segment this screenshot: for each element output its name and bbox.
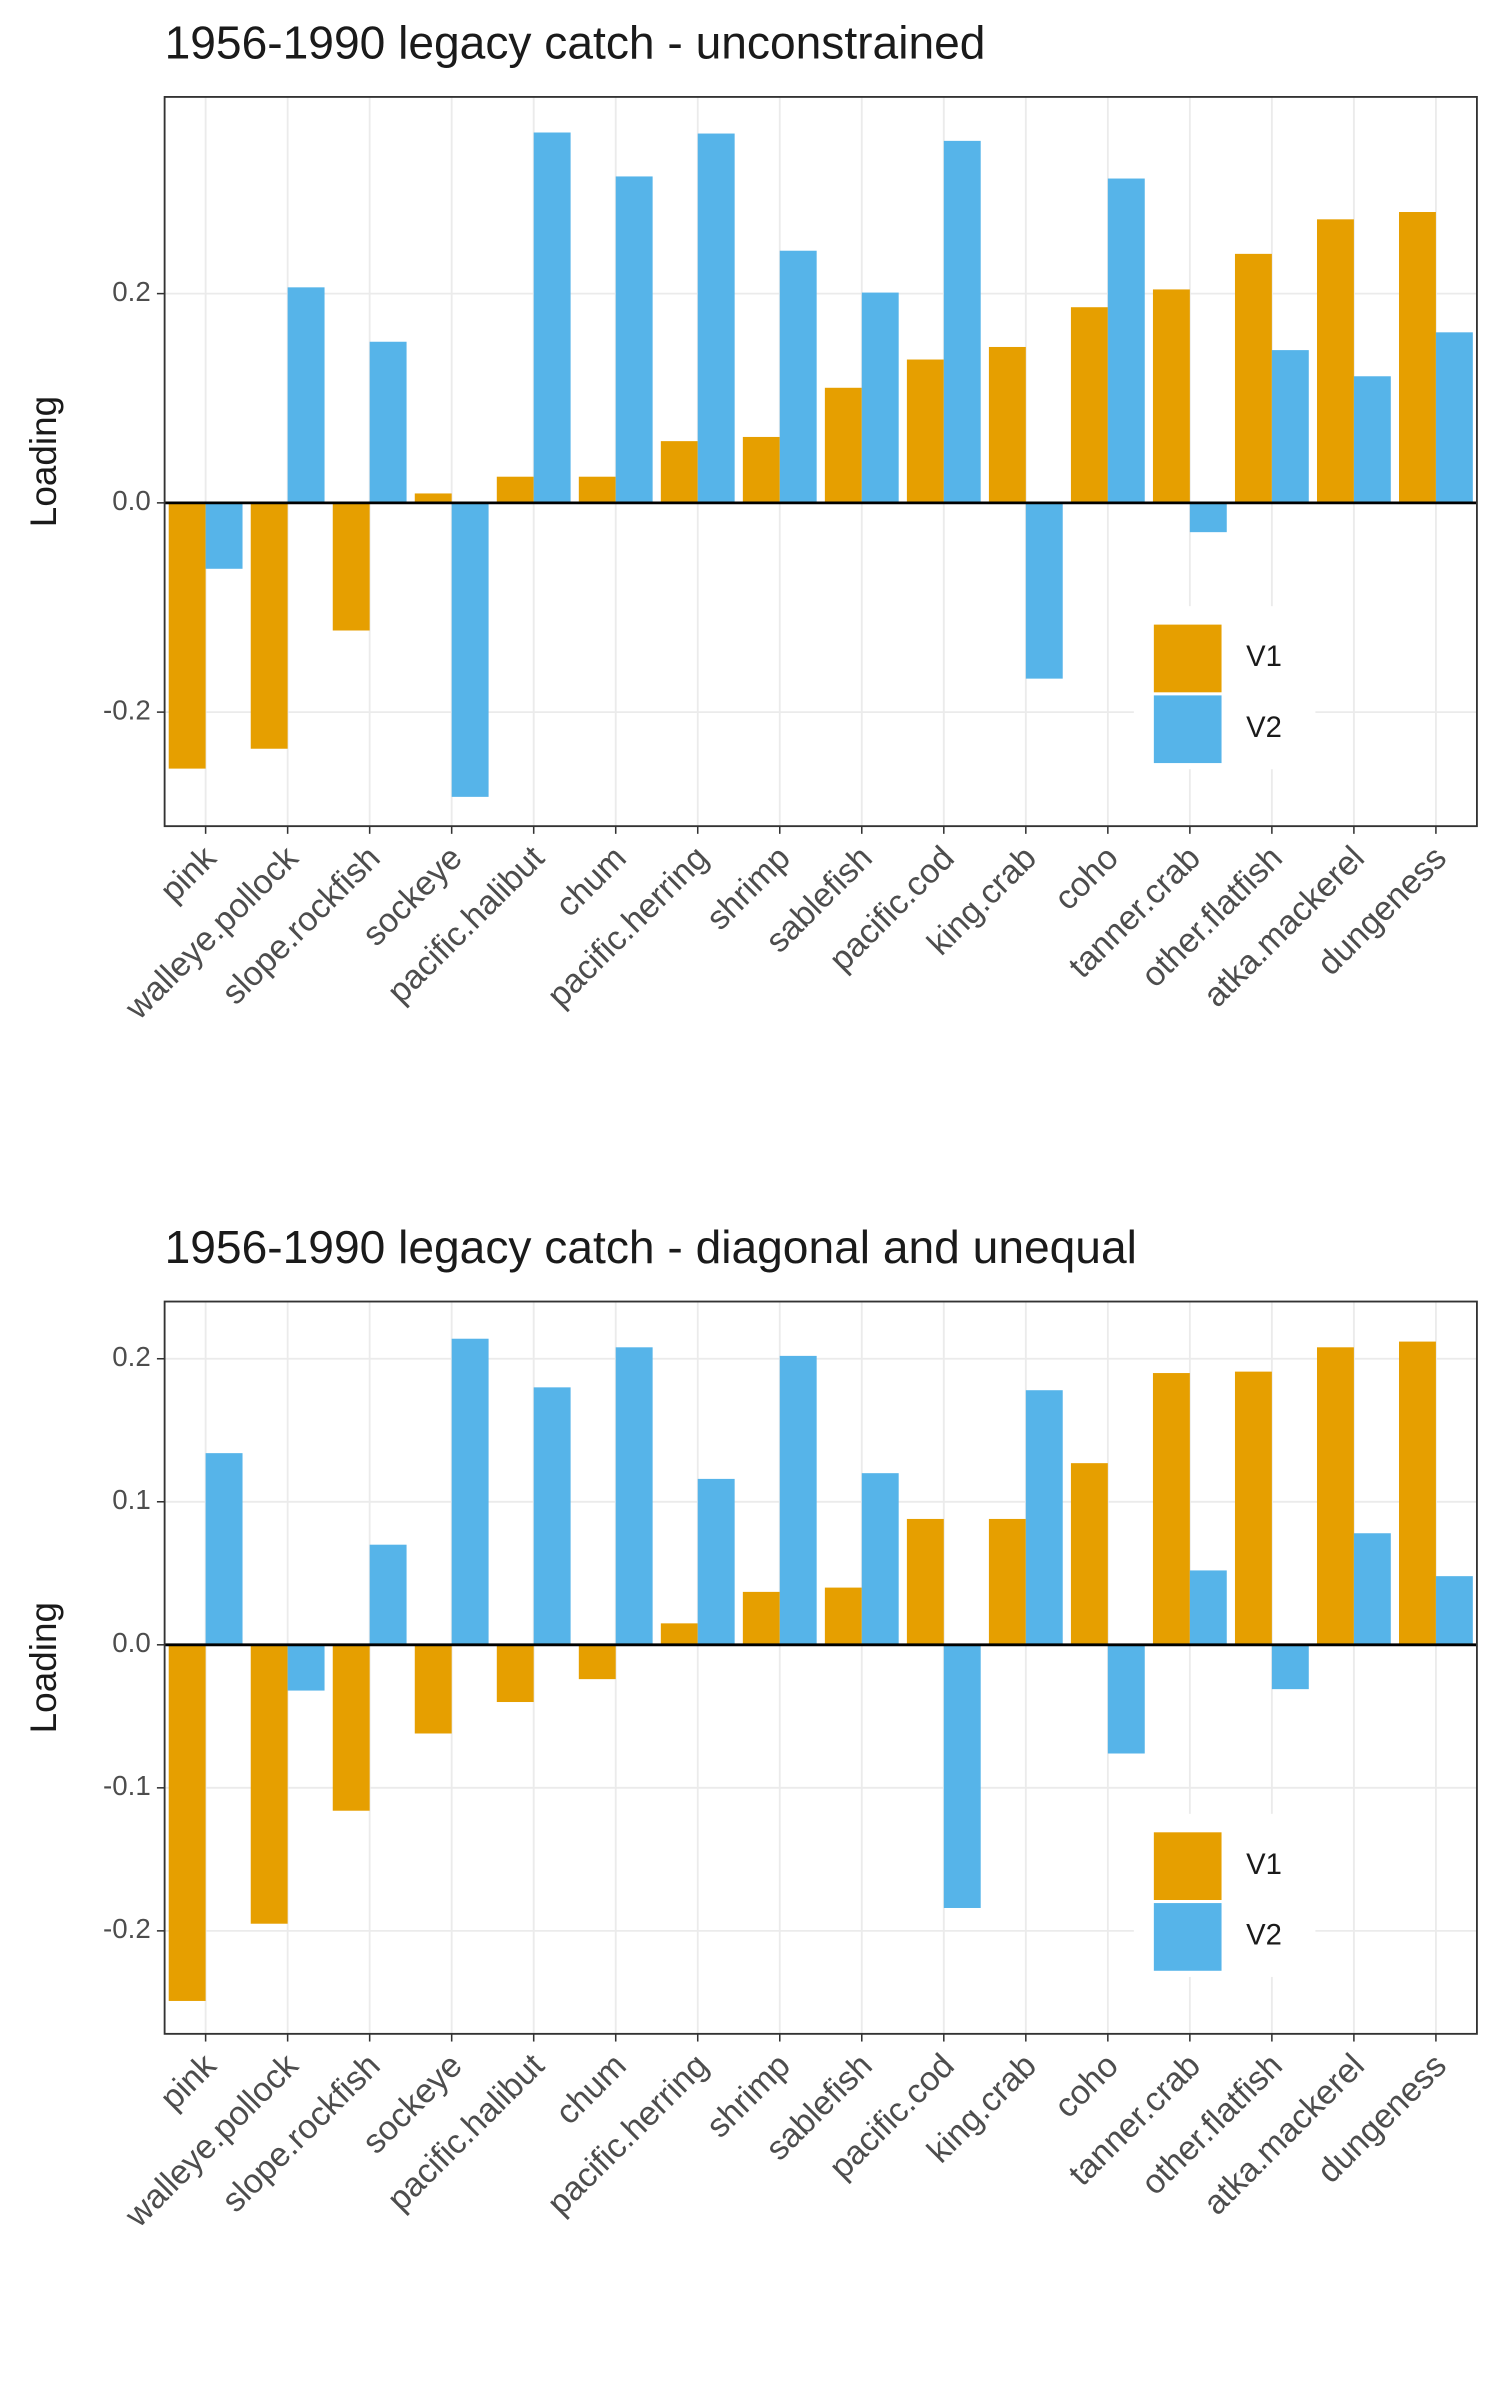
bar <box>1189 502 1227 533</box>
y-tick-label: 0.0 <box>112 485 151 516</box>
bar <box>1234 1371 1272 1645</box>
legend-swatch <box>1153 1903 1222 1971</box>
bar <box>615 1347 653 1645</box>
x-tick-label: pink <box>153 2046 224 2117</box>
bar <box>906 1518 944 1645</box>
bar <box>906 359 944 503</box>
bar <box>779 250 817 503</box>
y-tick-label: 0.0 <box>112 1627 151 1658</box>
bar <box>1234 253 1272 503</box>
bar <box>1399 212 1436 503</box>
bar <box>779 1355 817 1645</box>
y-tick-label: -0.2 <box>103 694 151 725</box>
bar <box>861 292 899 503</box>
y-axis-title: Loading <box>23 1602 64 1733</box>
bar <box>369 341 407 503</box>
plot-border <box>163 96 1478 828</box>
bar <box>1152 289 1190 503</box>
bar <box>1070 1463 1108 1645</box>
y-axis-title: Loading <box>23 396 64 527</box>
bar <box>287 1644 325 1691</box>
bar <box>943 1644 981 1908</box>
bar <box>1025 502 1063 679</box>
bar <box>988 1518 1026 1645</box>
legend-label: V1 <box>1246 1849 1282 1881</box>
chart-title: 1956-1990 legacy catch - diagonal and un… <box>165 1221 1137 1273</box>
legend-swatch <box>1153 624 1222 693</box>
bar <box>287 287 325 503</box>
bar <box>1107 1644 1145 1754</box>
bar <box>1025 1390 1063 1645</box>
bar <box>1107 178 1145 503</box>
legend-label: V2 <box>1246 712 1282 744</box>
bar <box>250 502 288 749</box>
bar <box>332 502 370 631</box>
bar <box>660 441 698 503</box>
bar <box>697 133 735 503</box>
bar <box>451 1338 489 1645</box>
chart: 1956-1990 legacy catch - unconstrained Lo… <box>23 16 1478 1027</box>
bar <box>1435 1576 1473 1645</box>
bar <box>451 502 489 797</box>
y-tick-label: 0.2 <box>112 1341 151 1372</box>
bar <box>369 1544 407 1645</box>
bar <box>1316 1347 1354 1645</box>
legend-swatch <box>1153 1832 1222 1900</box>
bar <box>414 493 452 503</box>
bar <box>496 476 534 503</box>
y-tick-label: 0.1 <box>112 1484 151 1515</box>
y-tick-label: 0.2 <box>112 276 151 307</box>
bar <box>578 476 616 503</box>
bar <box>615 176 653 503</box>
bar <box>205 502 243 569</box>
bar <box>1189 1570 1227 1645</box>
legend-label: V1 <box>1246 641 1282 673</box>
bar <box>697 1478 735 1645</box>
x-tick-label: pink <box>153 839 224 910</box>
bar <box>1399 1341 1436 1645</box>
bar <box>1271 1644 1309 1690</box>
plot-border <box>163 1300 1478 2035</box>
bar <box>578 1644 616 1680</box>
bar <box>742 1591 780 1645</box>
bar <box>1316 219 1354 503</box>
bar <box>205 1453 243 1645</box>
chart-title: 1956-1990 legacy catch - unconstrained <box>165 16 986 68</box>
y-tick-label: -0.1 <box>103 1770 151 1801</box>
bar <box>660 1623 698 1645</box>
bar <box>824 387 862 503</box>
bar <box>168 502 206 769</box>
y-tick-label: -0.2 <box>103 1913 151 1944</box>
bar <box>943 140 981 503</box>
bar <box>742 436 780 503</box>
bar <box>824 1587 862 1645</box>
bar <box>861 1473 899 1645</box>
bar <box>1435 332 1473 503</box>
bar <box>496 1644 534 1703</box>
bar <box>250 1644 288 1924</box>
bar <box>414 1644 452 1734</box>
bar <box>1070 307 1108 503</box>
chart: 1956-1990 legacy catch - diagonal and un… <box>23 1221 1478 2235</box>
bar <box>533 1387 571 1645</box>
legend-swatch <box>1153 695 1222 764</box>
bar <box>168 1644 206 2001</box>
bar <box>1353 1533 1391 1645</box>
bar <box>1152 1373 1190 1645</box>
bar <box>533 132 571 503</box>
bar <box>332 1644 370 1811</box>
bar <box>988 346 1026 503</box>
bar <box>1353 376 1391 503</box>
bar <box>1271 350 1309 503</box>
legend-label: V2 <box>1246 1920 1282 1952</box>
